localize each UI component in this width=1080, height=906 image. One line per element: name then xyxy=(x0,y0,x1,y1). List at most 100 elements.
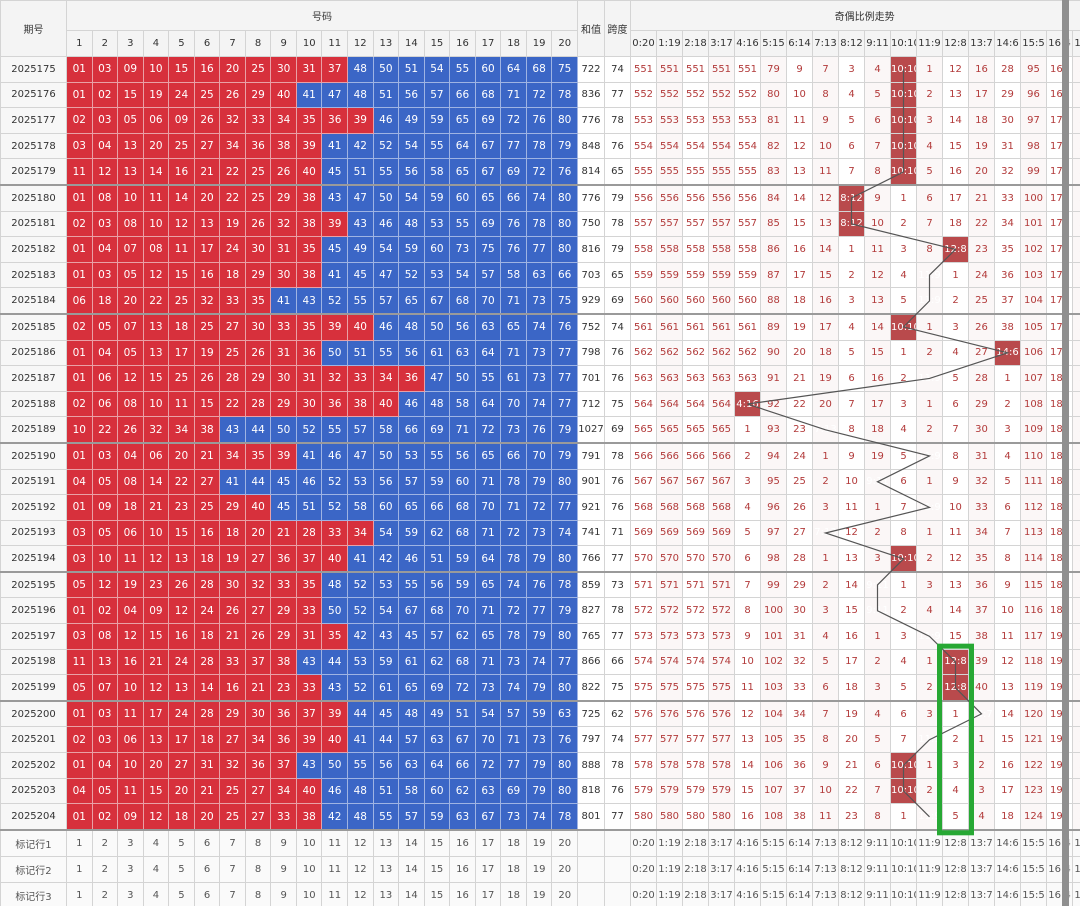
marker-number: 17 xyxy=(474,855,502,883)
drawn-number: 21 xyxy=(193,777,221,805)
marker-number: 12 xyxy=(347,828,374,857)
drawn-number: 03 xyxy=(91,699,119,728)
omission-count: 572 xyxy=(682,597,709,625)
sum-value: 929 xyxy=(577,287,605,315)
span-value: 78 xyxy=(604,441,631,470)
omission-count: 560 xyxy=(630,287,657,315)
drawn-number: 48 xyxy=(347,56,374,83)
drawn-number: 32 xyxy=(244,570,272,599)
scrollbar[interactable] xyxy=(1062,0,1069,906)
omission-count: 101 xyxy=(1020,210,1047,238)
ratio-hit: 10:10 xyxy=(890,56,917,83)
omission-count: 6 xyxy=(864,752,891,779)
drawn-number: 12 xyxy=(142,261,170,289)
omission-count: 36 xyxy=(786,752,813,779)
omission-count: 570 xyxy=(682,545,709,573)
drawn-number: 16 xyxy=(193,519,221,547)
span-value: 78 xyxy=(604,752,631,779)
omission-count: 554 xyxy=(708,132,735,160)
number-col-header: 13 xyxy=(372,30,400,57)
marker-number: 1 xyxy=(66,881,93,906)
omission-count: 577 xyxy=(630,726,657,754)
drawn-number: 69 xyxy=(474,210,502,238)
drawn-number: 66 xyxy=(449,81,476,109)
drawn-number: 30 xyxy=(270,261,297,289)
omission-count: 88 xyxy=(760,287,787,315)
drawn-number: 74 xyxy=(525,312,553,341)
drawn-number: 78 xyxy=(500,545,527,573)
sum-value: 776 xyxy=(577,107,605,134)
drawn-number: 67 xyxy=(423,287,451,315)
drawn-number: 02 xyxy=(66,107,93,134)
omission-count: 37 xyxy=(786,777,813,805)
drawn-number: 21 xyxy=(193,158,221,186)
drawn-number: 69 xyxy=(474,107,502,134)
omission-count: 24 xyxy=(1071,210,1080,238)
marker-ratio: 7:13 xyxy=(812,828,839,857)
drawn-number: 01 xyxy=(66,699,93,728)
drawn-number: 44 xyxy=(244,416,272,444)
omission-count: 105 xyxy=(1020,312,1047,341)
omission-count: 111 xyxy=(1020,468,1047,496)
drawn-number: 79 xyxy=(551,441,578,470)
omission-count: 122 xyxy=(1020,752,1047,779)
drawn-number: 52 xyxy=(295,416,323,444)
drawn-number: 45 xyxy=(398,623,425,650)
drawn-number: 70 xyxy=(474,494,502,521)
drawn-number: 72 xyxy=(474,416,502,444)
sum-value: 827 xyxy=(577,597,605,625)
marker-number: 14 xyxy=(398,828,425,857)
omission-count: 25 xyxy=(1071,545,1080,573)
issue: 2025200 xyxy=(0,699,67,728)
omission-count: 14 xyxy=(786,183,813,212)
omission-count: 34 xyxy=(786,699,813,728)
draw-row: 2025185 02 05 07 13 18 25 27 30 33 35 39 40 46 48 50 56 6… xyxy=(0,312,1080,341)
omission-count: 28 xyxy=(994,56,1021,83)
drawn-number: 63 xyxy=(449,803,476,831)
span-value: 62 xyxy=(604,699,631,728)
drawn-number: 49 xyxy=(423,699,451,728)
omission-count: 2 xyxy=(864,519,891,547)
drawn-number: 10 xyxy=(117,183,144,212)
omission-count: 552 xyxy=(734,81,761,109)
drawn-number: 50 xyxy=(321,339,349,367)
drawn-number: 72 xyxy=(449,674,476,702)
ratio-hit: 7:13 xyxy=(812,416,839,444)
omission-count: 564 xyxy=(708,390,735,418)
marker-ratio: 17:3 xyxy=(1071,881,1080,906)
drawn-number: 42 xyxy=(372,545,400,573)
drawn-number: 30 xyxy=(244,699,272,728)
issue: 2025186 xyxy=(0,339,67,367)
omission-count: 567 xyxy=(630,468,657,496)
drawn-number: 42 xyxy=(321,803,349,831)
omission-count: 18 xyxy=(812,339,839,367)
drawn-number: 26 xyxy=(193,365,221,392)
drawn-number: 61 xyxy=(423,339,451,367)
marker-ratio: 5:15 xyxy=(760,828,787,857)
issue: 2025195 xyxy=(0,570,67,599)
omission-count: 4 xyxy=(838,312,865,341)
omission-count: 6 xyxy=(890,468,917,496)
drawn-number: 66 xyxy=(551,261,578,289)
omission-count: 6 xyxy=(994,494,1021,521)
omission-count: 576 xyxy=(682,699,709,728)
omission-count: 3 xyxy=(916,699,943,728)
issue: 2025203 xyxy=(0,777,67,805)
omission-count: 552 xyxy=(708,81,735,109)
sum-value: 901 xyxy=(577,468,605,496)
drawn-number: 73 xyxy=(525,365,553,392)
drawn-number: 59 xyxy=(423,183,451,212)
drawn-number: 67 xyxy=(449,726,476,754)
omission-count: 6 xyxy=(838,365,865,392)
marker-ratio: 3:17 xyxy=(708,881,735,906)
drawn-number: 59 xyxy=(525,699,553,728)
ratio-hit: 10:10 xyxy=(890,81,917,109)
omission-count: 15 xyxy=(942,623,969,650)
span-value: 71 xyxy=(604,519,631,547)
omission-count: 2 xyxy=(864,648,891,676)
omission-count: 20 xyxy=(968,158,995,186)
drawn-number: 39 xyxy=(321,312,349,341)
drawn-number: 05 xyxy=(91,777,119,805)
drawn-number: 44 xyxy=(321,648,349,676)
drawn-number: 73 xyxy=(525,726,553,754)
